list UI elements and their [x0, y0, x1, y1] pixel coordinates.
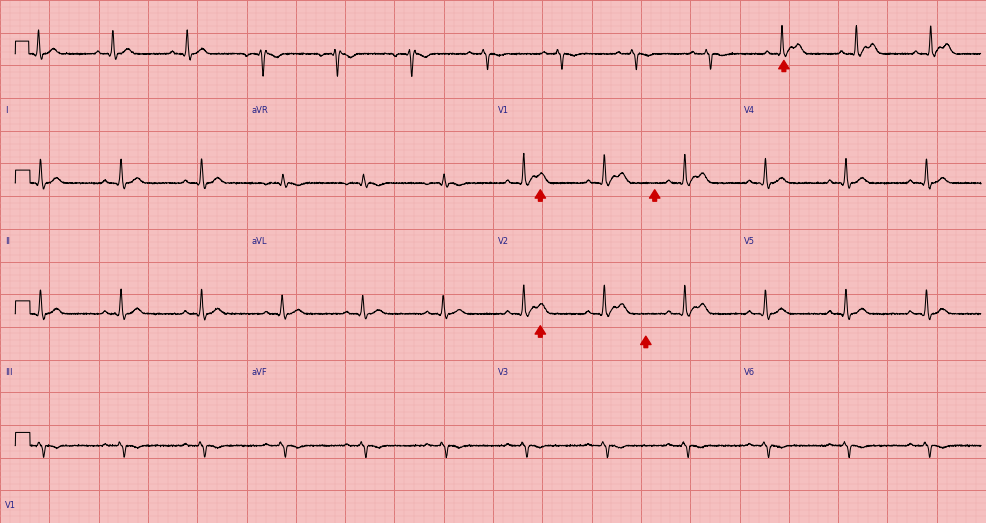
Text: I: I [5, 106, 8, 116]
Text: aVR: aVR [251, 106, 268, 116]
Text: V3: V3 [498, 368, 509, 377]
Text: V1: V1 [498, 106, 509, 116]
Text: aVF: aVF [251, 368, 267, 377]
Text: V6: V6 [744, 368, 755, 377]
Text: V4: V4 [744, 106, 755, 116]
Text: V1: V1 [5, 501, 16, 509]
Text: aVL: aVL [251, 237, 267, 246]
Text: V2: V2 [498, 237, 509, 246]
Text: V5: V5 [744, 237, 755, 246]
Text: III: III [5, 368, 13, 377]
Text: II: II [5, 237, 10, 246]
